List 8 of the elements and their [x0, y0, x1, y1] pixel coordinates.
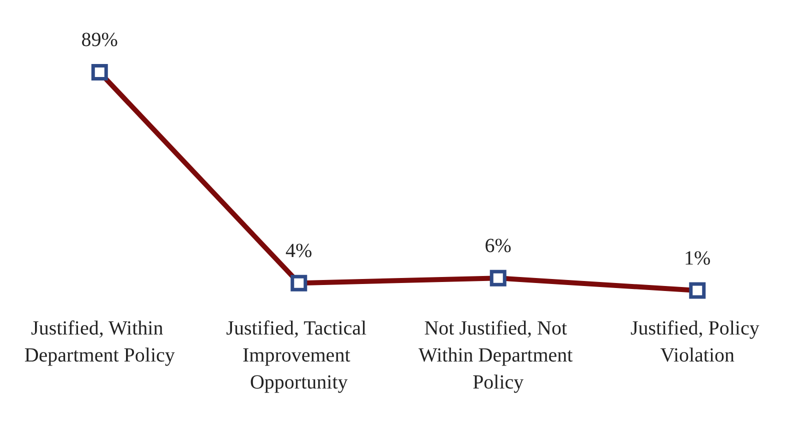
data-label: 89% [81, 29, 118, 52]
x-tick-label: Justified, Tactical Improvement Opportunity [226, 318, 372, 394]
data-label: 4% [286, 240, 312, 262]
x-tick-label: Justified, Policy Violation [630, 318, 764, 366]
x-tick-label: Justified, Within Department Policy [24, 318, 175, 366]
data-label: 6% [484, 234, 512, 257]
data-label: 1% [684, 247, 711, 270]
x-tick-label: Not Justified, Not Within Department Policy [418, 318, 578, 394]
